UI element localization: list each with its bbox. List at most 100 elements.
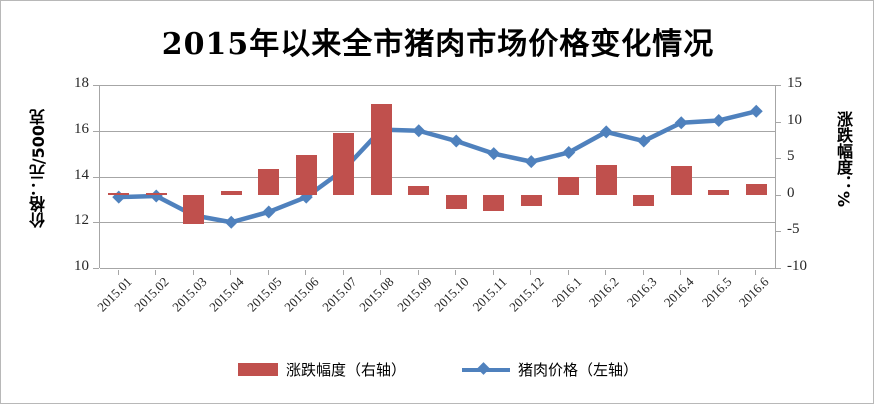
bar (258, 169, 280, 195)
right-axis-tick-label: 10 (787, 111, 802, 128)
left-axis-tick-label: 16 (74, 120, 89, 137)
data-point-marker (524, 155, 538, 169)
data-point-marker (637, 134, 651, 148)
x-axis-tick-mark (605, 270, 607, 275)
legend-item-pork-price[interactable]: 猪肉价格（左轴） (462, 359, 638, 380)
left-axis-tick-label: 12 (74, 212, 89, 229)
legend-item-change-rate[interactable]: 涨跌幅度（右轴） (237, 359, 406, 380)
bar (670, 166, 692, 195)
bar (595, 164, 617, 195)
chart-legend: 涨跌幅度（右轴） 猪肉价格（左轴） (1, 359, 875, 380)
x-axis-tick-mark (417, 270, 419, 275)
x-axis-tick-mark (117, 270, 119, 275)
x-axis-tick-mark (455, 270, 457, 275)
data-point-marker (262, 205, 276, 219)
x-axis-tick-mark (530, 270, 532, 275)
x-axis-tick-mark (267, 270, 269, 275)
x-axis-tick-label: 2015.09 (393, 274, 435, 315)
bar (445, 194, 467, 210)
left-axis-tick-mark (93, 130, 99, 132)
line-diamond-swatch-icon (462, 361, 510, 376)
x-axis-tick-mark (380, 270, 382, 275)
gridline (100, 130, 775, 132)
left-axis-tick-mark (93, 268, 99, 269)
data-point-marker (749, 104, 763, 118)
legend-label-pork-price: 猪肉价格（左轴） (518, 361, 639, 379)
right-axis-tick-label: 0 (787, 184, 795, 201)
x-axis-tick-mark (755, 270, 757, 275)
x-axis-tick-mark (230, 270, 232, 275)
bar (108, 193, 130, 196)
left-axis-tick-label: 10 (74, 258, 89, 274)
chart-title: 2015年以来全市猪肉市场价格变化情况 (161, 27, 715, 62)
x-axis-tick-mark (680, 270, 682, 275)
data-point-marker (112, 190, 126, 204)
right-axis-tick-label: -5 (787, 221, 800, 238)
gridline (100, 176, 775, 178)
left-axis-tick-mark (93, 85, 99, 86)
gridline (100, 222, 775, 224)
left-axis-title: 价格：元/500克 (29, 109, 48, 229)
bar (633, 194, 655, 206)
x-axis-tick-mark (567, 270, 569, 275)
x-axis-tick-mark (492, 270, 494, 275)
right-axis-tick-mark (775, 231, 781, 233)
x-axis-tick-label: 2016.3 (623, 274, 660, 310)
data-point-marker (449, 134, 463, 148)
x-axis-tick-mark (305, 270, 307, 275)
price-line-path (118, 109, 757, 225)
x-axis-tick-mark (192, 270, 194, 275)
x-axis-tick-label: 2015.04 (206, 274, 247, 315)
data-point-marker (487, 147, 501, 161)
right-axis-tick-label: 5 (787, 148, 795, 165)
bar (333, 132, 355, 195)
bar-swatch-icon (237, 363, 278, 376)
right-axis-tick-mark (775, 194, 781, 196)
data-point-marker (674, 116, 688, 130)
data-point-marker (599, 125, 613, 139)
right-axis-tick-mark (775, 268, 781, 269)
right-axis-tick-label: -10 (787, 258, 807, 274)
left-axis-tick-mark (93, 176, 99, 178)
x-axis-tick-label: 2016.6 (735, 274, 772, 310)
data-point-marker (299, 190, 313, 204)
bar (520, 194, 542, 206)
legend-label-change-rate: 涨跌幅度（右轴） (285, 361, 406, 379)
bar (745, 183, 767, 195)
bar (295, 155, 317, 195)
x-axis-tick-label: 2016.1 (548, 274, 585, 310)
gridline (100, 268, 775, 269)
gridline (100, 85, 775, 86)
plot-area (99, 85, 776, 269)
x-axis-tick-label: 2015.01 (93, 274, 135, 315)
x-axis-tick-label: 2016.4 (660, 274, 697, 310)
x-axis-tick-mark (155, 270, 157, 275)
right-axis-tick-mark (775, 121, 781, 123)
data-point-marker (412, 124, 426, 138)
bar (220, 191, 242, 195)
left-axis-tick-mark (93, 222, 99, 224)
bar (408, 186, 430, 195)
x-axis-tick-label: 2015.11 (469, 274, 510, 315)
bar (708, 190, 730, 195)
x-axis-tick-label: 2015.05 (243, 274, 285, 315)
x-axis-tick-label: 2015.03 (168, 274, 210, 315)
left-axis-tick-label: 14 (74, 166, 89, 183)
x-axis-tick-label: 2015.02 (131, 274, 172, 315)
data-point-marker (562, 145, 576, 159)
bar (183, 194, 205, 225)
x-axis-tick-mark (642, 270, 644, 275)
x-axis-tick-label: 2015.08 (356, 274, 397, 315)
x-axis-tick-label: 2015.12 (506, 274, 547, 315)
x-axis-tick-mark (717, 270, 719, 275)
x-axis-tick-label: 2015.07 (318, 274, 360, 315)
x-axis-tick-label: 2015.06 (281, 274, 322, 315)
bar (483, 194, 505, 211)
right-axis-title: 涨跌幅度：% (834, 111, 853, 208)
right-axis-tick-label: 15 (787, 75, 802, 91)
bar (370, 104, 392, 195)
bar (558, 177, 580, 195)
bar (145, 192, 167, 195)
x-axis-tick-mark (342, 270, 344, 275)
